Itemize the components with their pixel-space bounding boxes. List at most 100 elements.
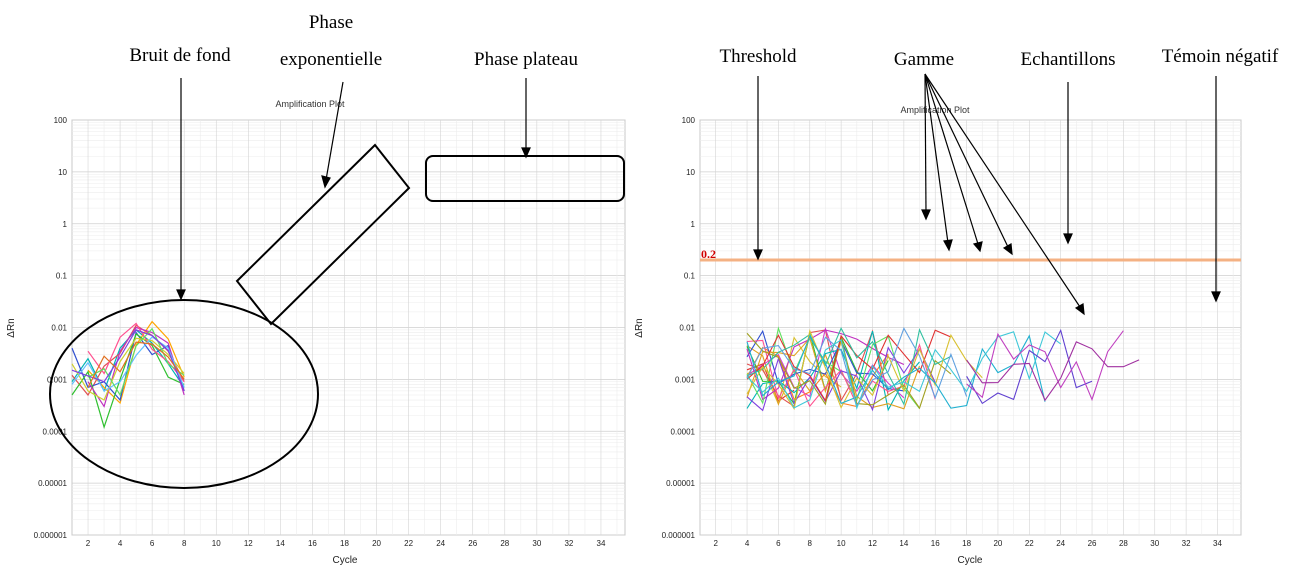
phase-plateau-label: Phase plateau	[474, 49, 578, 70]
y-tick-label: 10	[58, 168, 67, 177]
noise-trace	[746, 334, 1046, 409]
x-tick-label: 14	[276, 539, 285, 548]
phase-exponentielle-label-line1: Phase	[309, 12, 353, 33]
noise-trace	[966, 330, 1124, 402]
x-tick-label: 2	[86, 539, 91, 548]
right-plot-title: Amplification Plot	[900, 105, 970, 115]
left-curves	[71, 320, 185, 430]
y-tick-label: 0.00001	[38, 479, 67, 488]
noise-trace	[87, 320, 185, 405]
gamme-label: Gamme	[894, 49, 954, 70]
y-tick-label: 10	[686, 168, 695, 177]
left-y-tick-labels: 100 10 1 0.1 0.01 0.001 0.0001 0.00001 0.000001	[34, 116, 68, 540]
x-tick-label: 20	[993, 539, 1002, 548]
left-x-tick-labels: 2 4 6 8 10 12 14 16 18 20 22 24 26 28 30 32 34	[86, 539, 606, 548]
y-tick-label: 0.01	[679, 324, 695, 333]
threshold-label: Threshold	[719, 46, 797, 67]
y-tick-label: 0.1	[684, 272, 696, 281]
left-amplification-plot: 1001010.10.010.0010.00010.000010.000001 …	[6, 12, 626, 566]
x-tick-label: 10	[212, 539, 221, 548]
right-annotation-arrows	[753, 73, 1221, 316]
noise-trace	[71, 337, 185, 401]
y-tick-label: 0.1	[56, 272, 68, 281]
x-tick-label: 18	[340, 539, 349, 548]
y-tick-label: 100	[682, 116, 696, 125]
y-tick-label: 0.000001	[662, 531, 696, 540]
x-tick-label: 18	[962, 539, 971, 548]
x-tick-label: 12	[244, 539, 253, 548]
x-tick-label: 28	[500, 539, 509, 548]
x-tick-label: 34	[1213, 539, 1222, 548]
x-tick-label: 4	[745, 539, 750, 548]
x-tick-label: 22	[404, 539, 413, 548]
right-amplification-plot: 1001010.10.010.0010.00010.000010.000001 …	[634, 46, 1279, 566]
right-x-tick-labels: 2 4 6 8 10 12 14 16 18 20 22 24 26 28 30 32 34	[713, 539, 1222, 548]
phase-exponentielle-label-line2: exponentielle	[280, 49, 382, 70]
noise-trace	[87, 341, 185, 388]
x-tick-label: 32	[1182, 539, 1191, 548]
noise-trace	[966, 341, 1140, 402]
left-grid	[72, 119, 625, 536]
noise-trace	[746, 346, 936, 412]
x-tick-label: 8	[808, 539, 813, 548]
x-tick-label: 34	[597, 539, 606, 548]
x-tick-label: 30	[532, 539, 541, 548]
noise-trace	[746, 332, 952, 410]
noise-trace	[746, 333, 889, 406]
noise-trace	[746, 327, 952, 406]
x-tick-label: 12	[868, 539, 877, 548]
noise-trace	[71, 329, 185, 392]
y-tick-label: 100	[54, 116, 68, 125]
x-tick-label: 24	[436, 539, 445, 548]
x-tick-label: 26	[1088, 539, 1097, 548]
noise-trace	[87, 327, 185, 397]
bruit-de-fond-label: Bruit de fond	[129, 45, 231, 66]
x-tick-label: 22	[1025, 539, 1034, 548]
right-y-tick-labels: 100 10 1 0.1 0.01 0.001 0.0001 0.00001 0.000001	[662, 116, 696, 540]
echantillons-label: Echantillons	[1021, 49, 1116, 70]
right-curves	[746, 326, 1140, 412]
temoin-negatif-label: Témoin négatif	[1162, 46, 1279, 67]
y-tick-label: 0.0001	[671, 427, 696, 436]
right-grid	[700, 119, 1241, 536]
x-tick-label: 10	[837, 539, 846, 548]
y-tick-label: 1	[63, 220, 68, 229]
y-tick-label: 0.01	[51, 324, 67, 333]
left-x-axis-label: Cycle	[332, 555, 357, 566]
x-tick-label: 2	[713, 539, 718, 548]
y-tick-label: 0.00001	[666, 479, 695, 488]
x-tick-label: 16	[931, 539, 940, 548]
y-tick-label: 0.000001	[34, 531, 68, 540]
x-tick-label: 24	[1056, 539, 1065, 548]
y-tick-label: 0.001	[675, 375, 696, 384]
noise-trace	[746, 331, 1062, 411]
exponential-phase-box	[235, 143, 411, 326]
x-tick-label: 4	[118, 539, 123, 548]
x-tick-label: 8	[182, 539, 187, 548]
x-tick-label: 26	[468, 539, 477, 548]
noise-trace	[746, 329, 904, 392]
background-noise-ellipse	[49, 299, 319, 489]
y-tick-label: 0.001	[47, 375, 68, 384]
right-y-axis-label: ΔRn	[634, 318, 645, 337]
noise-trace	[87, 322, 185, 383]
x-tick-label: 20	[372, 539, 381, 548]
x-tick-label: 6	[150, 539, 155, 548]
noise-trace	[71, 336, 185, 392]
x-tick-label: 32	[564, 539, 573, 548]
noise-trace	[966, 328, 1093, 405]
x-tick-label: 30	[1150, 539, 1159, 548]
x-tick-label: 28	[1119, 539, 1128, 548]
noise-trace	[87, 326, 185, 408]
x-tick-label: 6	[776, 539, 781, 548]
x-tick-label: 16	[308, 539, 317, 548]
left-y-axis-label: ΔRn	[6, 318, 17, 337]
threshold-value-label: 0.2	[701, 247, 716, 261]
x-tick-label: 14	[899, 539, 908, 548]
right-x-axis-label: Cycle	[957, 555, 982, 566]
left-plot-title: Amplification Plot	[275, 99, 345, 109]
left-annotation-arrows	[176, 78, 531, 301]
y-tick-label: 0.0001	[43, 427, 68, 436]
y-tick-label: 1	[691, 220, 696, 229]
